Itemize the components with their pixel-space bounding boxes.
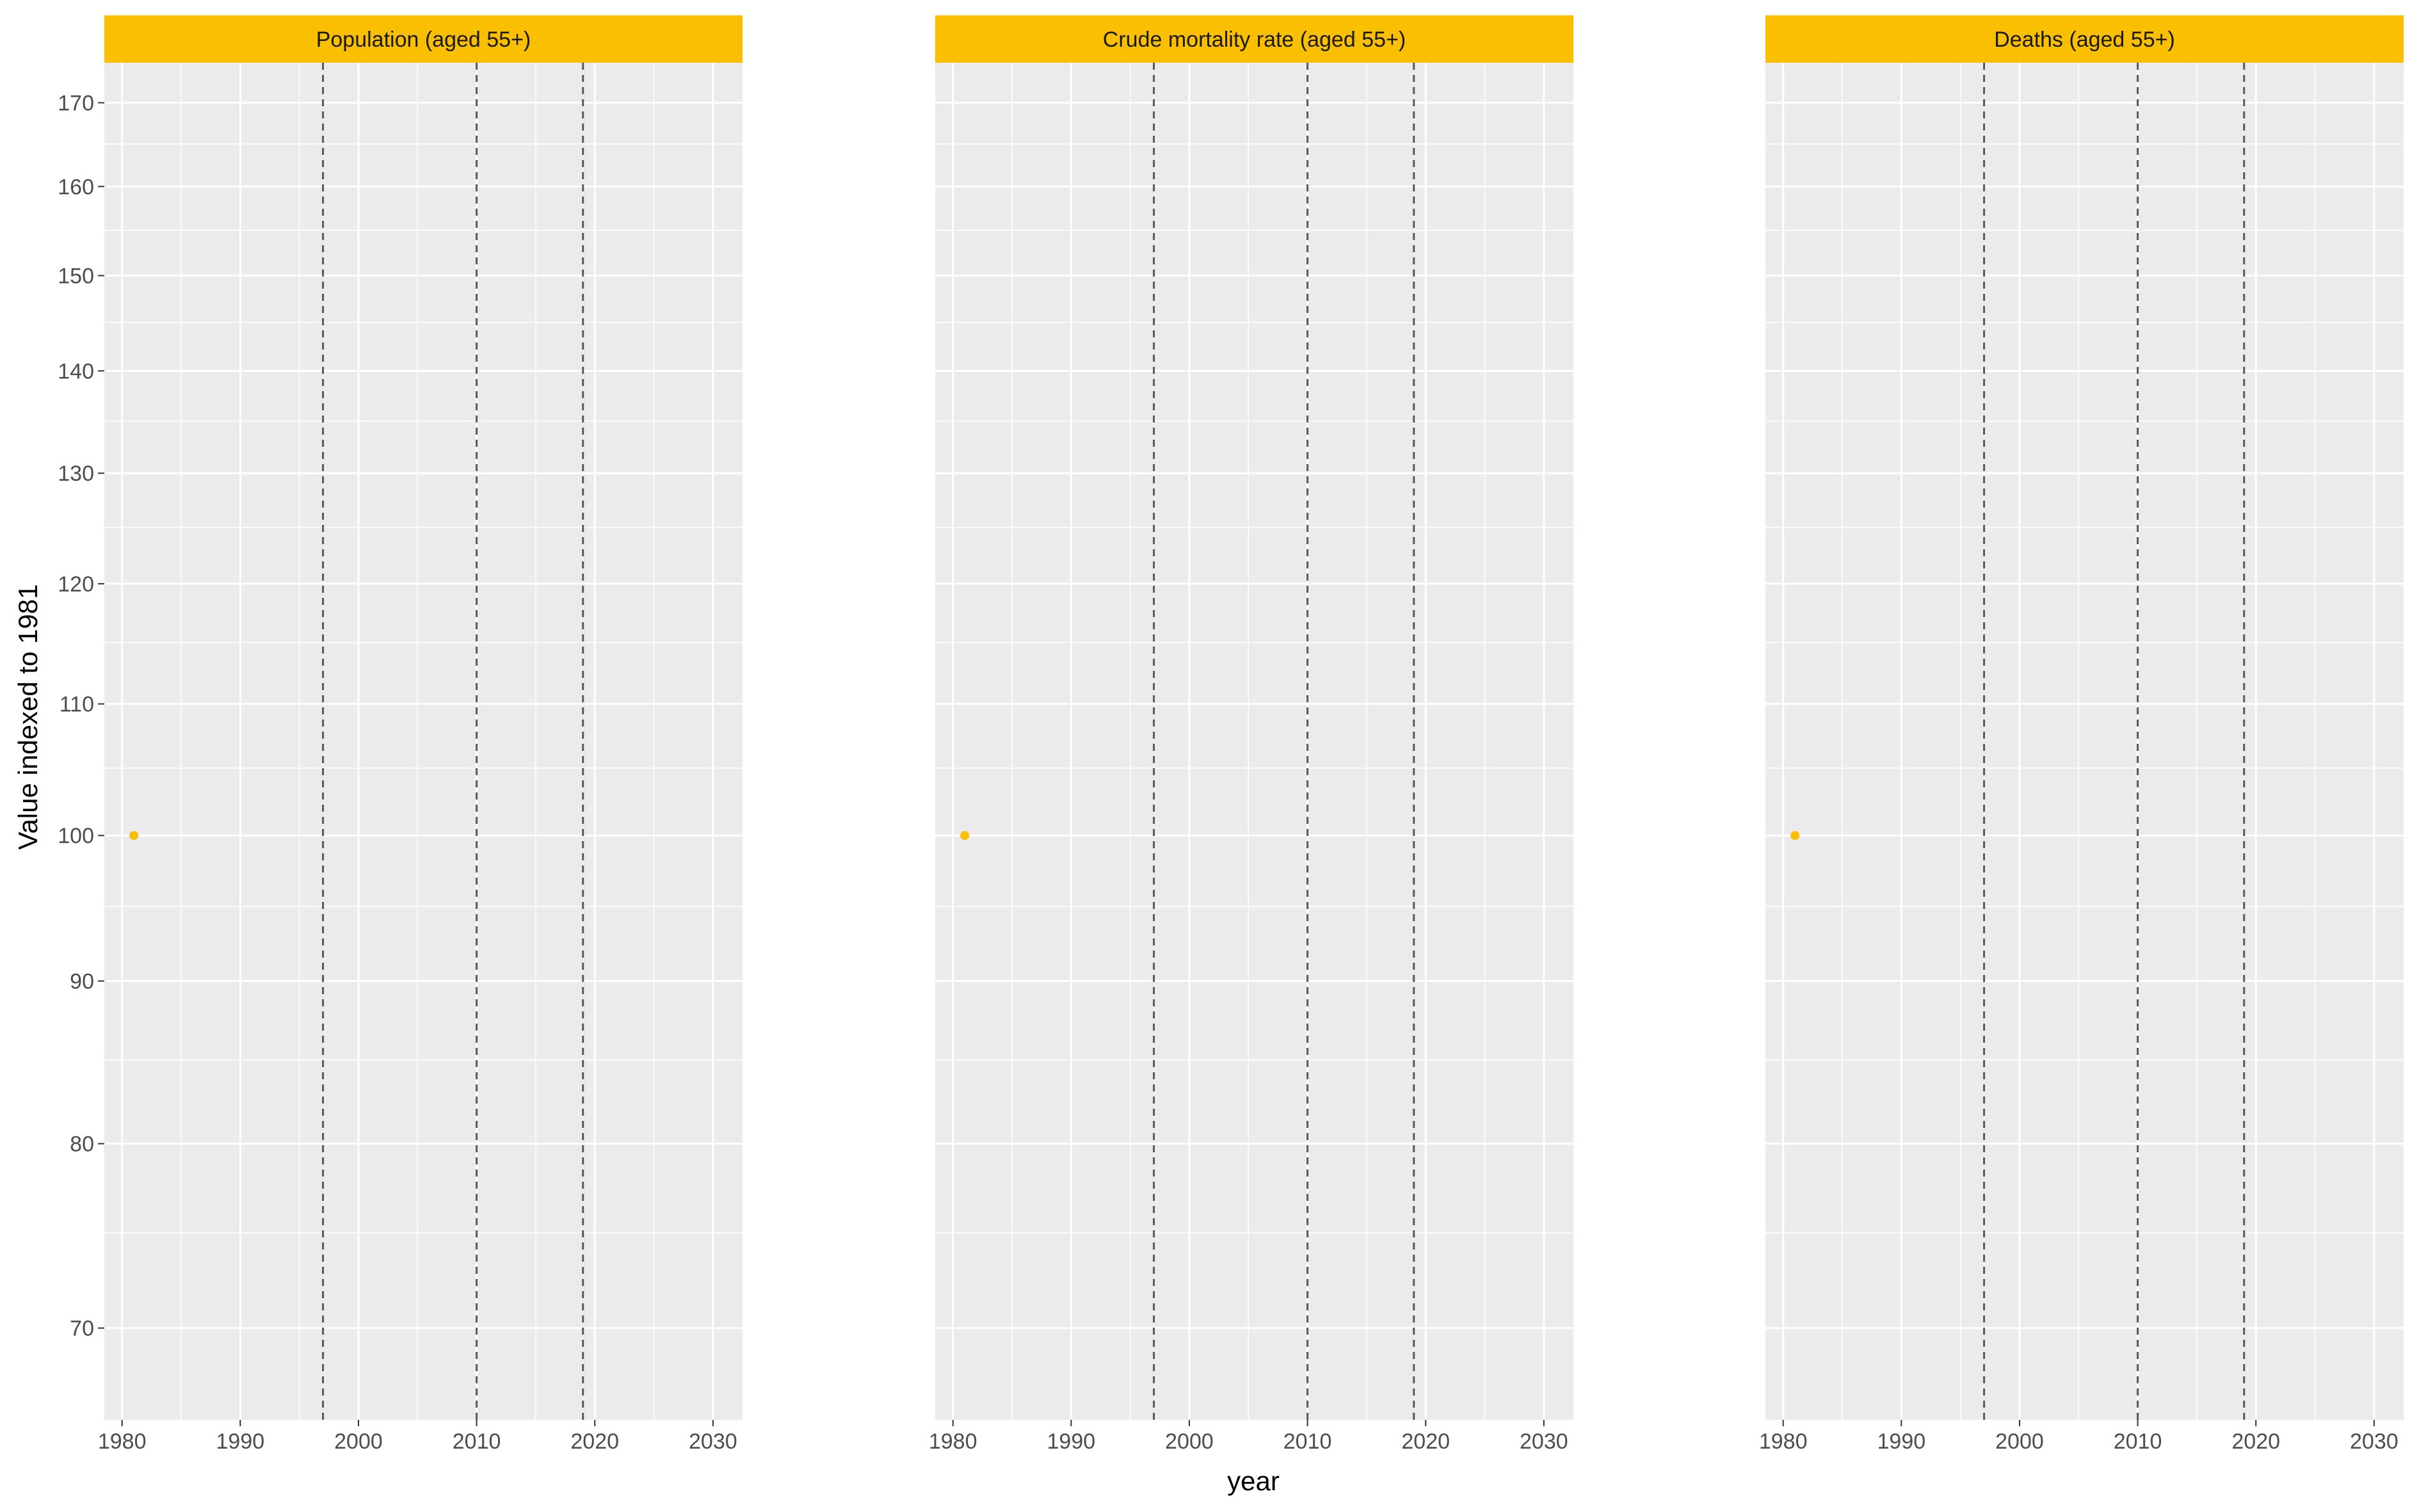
x-tick-label: 2000: [1165, 1429, 1214, 1454]
y-tick-label: 100: [58, 824, 94, 848]
x-tick-label: 1990: [216, 1429, 265, 1454]
y-axis: 70 80 90 100 110 120 130 140 150 160 170: [58, 92, 104, 1341]
x-tick-label: 1980: [98, 1429, 147, 1454]
x-tick-label: 2010: [453, 1429, 501, 1454]
x-tick-label: 2020: [570, 1429, 619, 1454]
facet-title: Population (aged 55+): [316, 28, 531, 52]
facet-title: Crude mortality rate (aged 55+): [1103, 28, 1406, 52]
facet-strip: [1765, 15, 2404, 63]
data-point: [960, 831, 970, 840]
y-tick-label: 110: [60, 693, 94, 717]
y-tick-label: 80: [70, 1132, 94, 1157]
y-tick-label: 90: [70, 970, 94, 994]
x-tick-label: 2000: [334, 1429, 383, 1454]
facet-panels: Population (aged 55+) 1980 1990 2000 2010 202…: [98, 15, 2404, 1454]
facet-panel: Population (aged 55+) 1980 1990 2000 2010 202…: [98, 15, 743, 1454]
facet-panel: Deaths (aged 55+) 1980 1990 2000 2010 2020 203…: [1759, 15, 2404, 1454]
y-tick-label: 130: [58, 462, 94, 486]
y-tick-label: 160: [58, 175, 94, 199]
data-point: [1790, 831, 1800, 840]
x-tick-label: 1990: [1877, 1429, 1926, 1454]
x-tick-label: 2030: [1520, 1429, 1568, 1454]
x-tick-label: 1980: [929, 1429, 977, 1454]
panel-background: [935, 63, 1573, 1420]
x-tick-label: 2000: [1995, 1429, 2044, 1454]
x-tick-label: 1990: [1047, 1429, 1096, 1454]
y-tick-label: 140: [58, 359, 94, 383]
panel-background: [1765, 63, 2404, 1420]
facet-panel: Crude mortality rate (aged 55+) 1980 1990 2…: [929, 15, 1573, 1454]
panel-background: [104, 63, 743, 1420]
data-point: [129, 831, 139, 840]
x-tick-label: 2010: [2114, 1429, 2162, 1454]
x-tick-label: 2020: [2231, 1429, 2280, 1454]
x-axis-title: year: [1227, 1466, 1280, 1496]
x-tick-label: 2010: [1283, 1429, 1332, 1454]
x-tick-label: 2020: [1401, 1429, 1450, 1454]
y-tick-label: 120: [58, 572, 94, 597]
x-tick-label: 2030: [689, 1429, 737, 1454]
y-tick-label: 170: [58, 92, 94, 116]
x-tick-label: 1980: [1759, 1429, 1808, 1454]
facet-title: Deaths (aged 55+): [1994, 28, 2175, 52]
y-axis-title: Value indexed to 1981: [13, 584, 43, 850]
facet-strip: [935, 15, 1573, 63]
y-tick-label: 70: [70, 1317, 94, 1341]
facet-strip: [104, 15, 743, 63]
x-tick-label: 2030: [2350, 1429, 2399, 1454]
y-tick-label: 150: [58, 264, 94, 289]
